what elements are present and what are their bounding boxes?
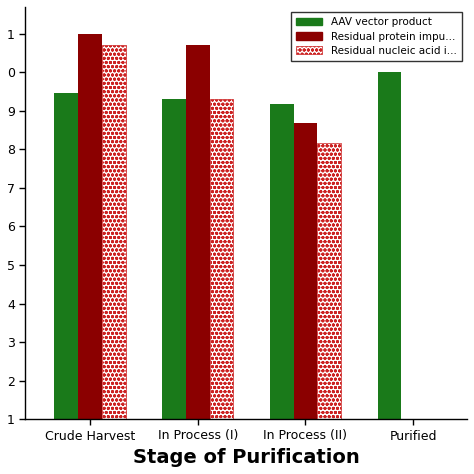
Bar [102,46,126,474]
Bar [78,34,102,474]
Bar [210,100,233,474]
Bar [378,73,401,474]
Bar [270,104,293,474]
Bar [186,46,210,474]
X-axis label: Stage of Purification: Stage of Purification [133,448,360,467]
Legend: AAV vector product, Residual protein impu..., Residual nucleic acid i...: AAV vector product, Residual protein imp… [291,12,462,61]
Bar [55,92,78,474]
Bar [317,143,341,474]
Bar [293,122,317,474]
Bar [162,100,186,474]
